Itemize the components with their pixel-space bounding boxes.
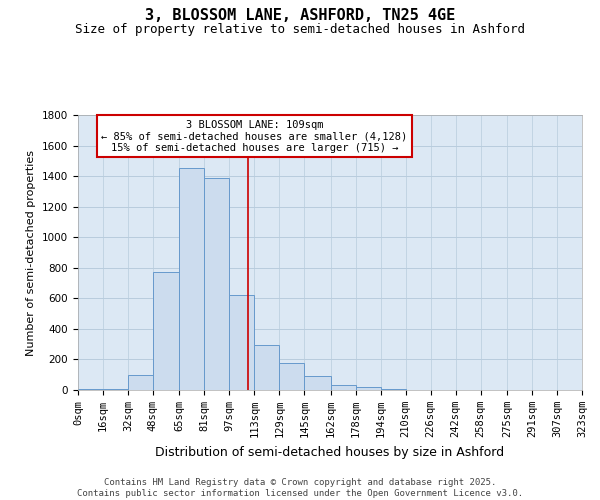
Bar bbox=[254, 345, 279, 390]
Bar bbox=[356, 387, 381, 390]
Text: 3 BLOSSOM LANE: 109sqm
← 85% of semi-detached houses are smaller (4,128)
15% of : 3 BLOSSOM LANE: 109sqm ← 85% of semi-det… bbox=[101, 120, 407, 153]
Bar bbox=[279, 364, 304, 390]
Bar bbox=[78, 389, 103, 390]
Text: Size of property relative to semi-detached houses in Ashford: Size of property relative to semi-detach… bbox=[75, 22, 525, 36]
Bar bbox=[205, 178, 229, 390]
Bar bbox=[128, 374, 153, 390]
Bar bbox=[381, 389, 406, 390]
Bar bbox=[103, 389, 128, 390]
X-axis label: Distribution of semi-detached houses by size in Ashford: Distribution of semi-detached houses by … bbox=[155, 446, 505, 458]
Text: Contains HM Land Registry data © Crown copyright and database right 2025.
Contai: Contains HM Land Registry data © Crown c… bbox=[77, 478, 523, 498]
Bar bbox=[331, 386, 356, 390]
Bar bbox=[229, 296, 254, 390]
Bar bbox=[153, 272, 179, 390]
Bar bbox=[304, 376, 331, 390]
Y-axis label: Number of semi-detached properties: Number of semi-detached properties bbox=[26, 150, 37, 356]
Bar bbox=[179, 168, 205, 390]
Text: 3, BLOSSOM LANE, ASHFORD, TN25 4GE: 3, BLOSSOM LANE, ASHFORD, TN25 4GE bbox=[145, 8, 455, 22]
